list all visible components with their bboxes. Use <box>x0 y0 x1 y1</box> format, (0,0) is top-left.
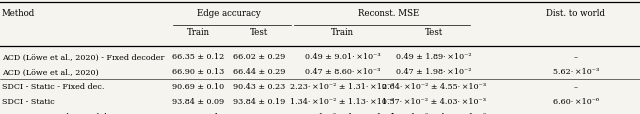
Text: 93.84 ± 0.19: 93.84 ± 0.19 <box>233 97 285 105</box>
Text: 0.47 ± 1.98· ×10⁻²: 0.47 ± 1.98· ×10⁻² <box>396 68 472 76</box>
Text: 93.84 ± 0.09: 93.84 ± 0.09 <box>172 97 225 105</box>
Text: 90.43 ± 0.23: 90.43 ± 0.23 <box>233 83 285 91</box>
Text: 90.69 ± 0.10: 90.69 ± 0.10 <box>172 83 225 91</box>
Text: 1.57· ×10⁻² ± 4.03· ×10⁻³: 1.57· ×10⁻² ± 4.03· ×10⁻³ <box>382 97 486 105</box>
Text: 82.97 ± 0.13: 82.97 ± 0.13 <box>172 112 225 114</box>
Text: ACD (Löwe et al., 2020) - Fɪxed decoder: ACD (Löwe et al., 2020) - Fɪxed decoder <box>2 53 164 61</box>
Text: 7.03· ×10⁻² ± 1.62· ×10⁻³: 7.03· ×10⁻² ± 1.62· ×10⁻³ <box>291 112 394 114</box>
Text: Dist. to world: Dist. to world <box>547 9 605 18</box>
Text: 6.60· ×10⁻⁶: 6.60· ×10⁻⁶ <box>553 97 599 105</box>
Text: SDCI - Temporal - Fixed dec.: SDCI - Temporal - Fixed dec. <box>2 112 118 114</box>
Text: 7.43· ×10⁻² ± 4.79· ×10⁻³: 7.43· ×10⁻² ± 4.79· ×10⁻³ <box>382 112 486 114</box>
Text: SDCI - Static: SDCI - Static <box>2 97 54 105</box>
Text: –: – <box>574 53 578 61</box>
Text: Test: Test <box>425 27 443 36</box>
Text: 66.90 ± 0.13: 66.90 ± 0.13 <box>172 68 225 76</box>
Text: ACD (Löwe et al., 2020): ACD (Löwe et al., 2020) <box>2 68 99 76</box>
Text: 66.35 ± 0.12: 66.35 ± 0.12 <box>172 53 225 61</box>
Text: Reconst. MSE: Reconst. MSE <box>358 9 419 18</box>
Text: 0.47 ± 8.60· ×10⁻³: 0.47 ± 8.60· ×10⁻³ <box>305 68 380 76</box>
Text: Train: Train <box>187 27 210 36</box>
Text: Method: Method <box>2 9 35 18</box>
Text: –: – <box>574 112 578 114</box>
Text: –: – <box>574 83 578 91</box>
Text: 1.34· ×10⁻² ± 1.13· ×10⁻³: 1.34· ×10⁻² ± 1.13· ×10⁻³ <box>290 97 395 105</box>
Text: 66.44 ± 0.29: 66.44 ± 0.29 <box>233 68 285 76</box>
Text: Train: Train <box>331 27 354 36</box>
Text: 0.49 ± 9.01· ×10⁻³: 0.49 ± 9.01· ×10⁻³ <box>305 53 380 61</box>
Text: 0.49 ± 1.89· ×10⁻²: 0.49 ± 1.89· ×10⁻² <box>396 53 472 61</box>
Text: Edge accuracy: Edge accuracy <box>197 9 260 18</box>
Text: Test: Test <box>250 27 268 36</box>
Text: 66.02 ± 0.29: 66.02 ± 0.29 <box>233 53 285 61</box>
Text: 2.64· ×10⁻² ± 4.55· ×10⁻³: 2.64· ×10⁻² ± 4.55· ×10⁻³ <box>382 83 486 91</box>
Text: SDCI - Static - Fixed dec.: SDCI - Static - Fixed dec. <box>2 83 104 91</box>
Text: 5.62· ×10⁻³: 5.62· ×10⁻³ <box>553 68 599 76</box>
Text: 2.23· ×10⁻² ± 1.31· ×10⁻³: 2.23· ×10⁻² ± 1.31· ×10⁻³ <box>290 83 395 91</box>
Text: 82.79 ± 0.28: 82.79 ± 0.28 <box>233 112 285 114</box>
